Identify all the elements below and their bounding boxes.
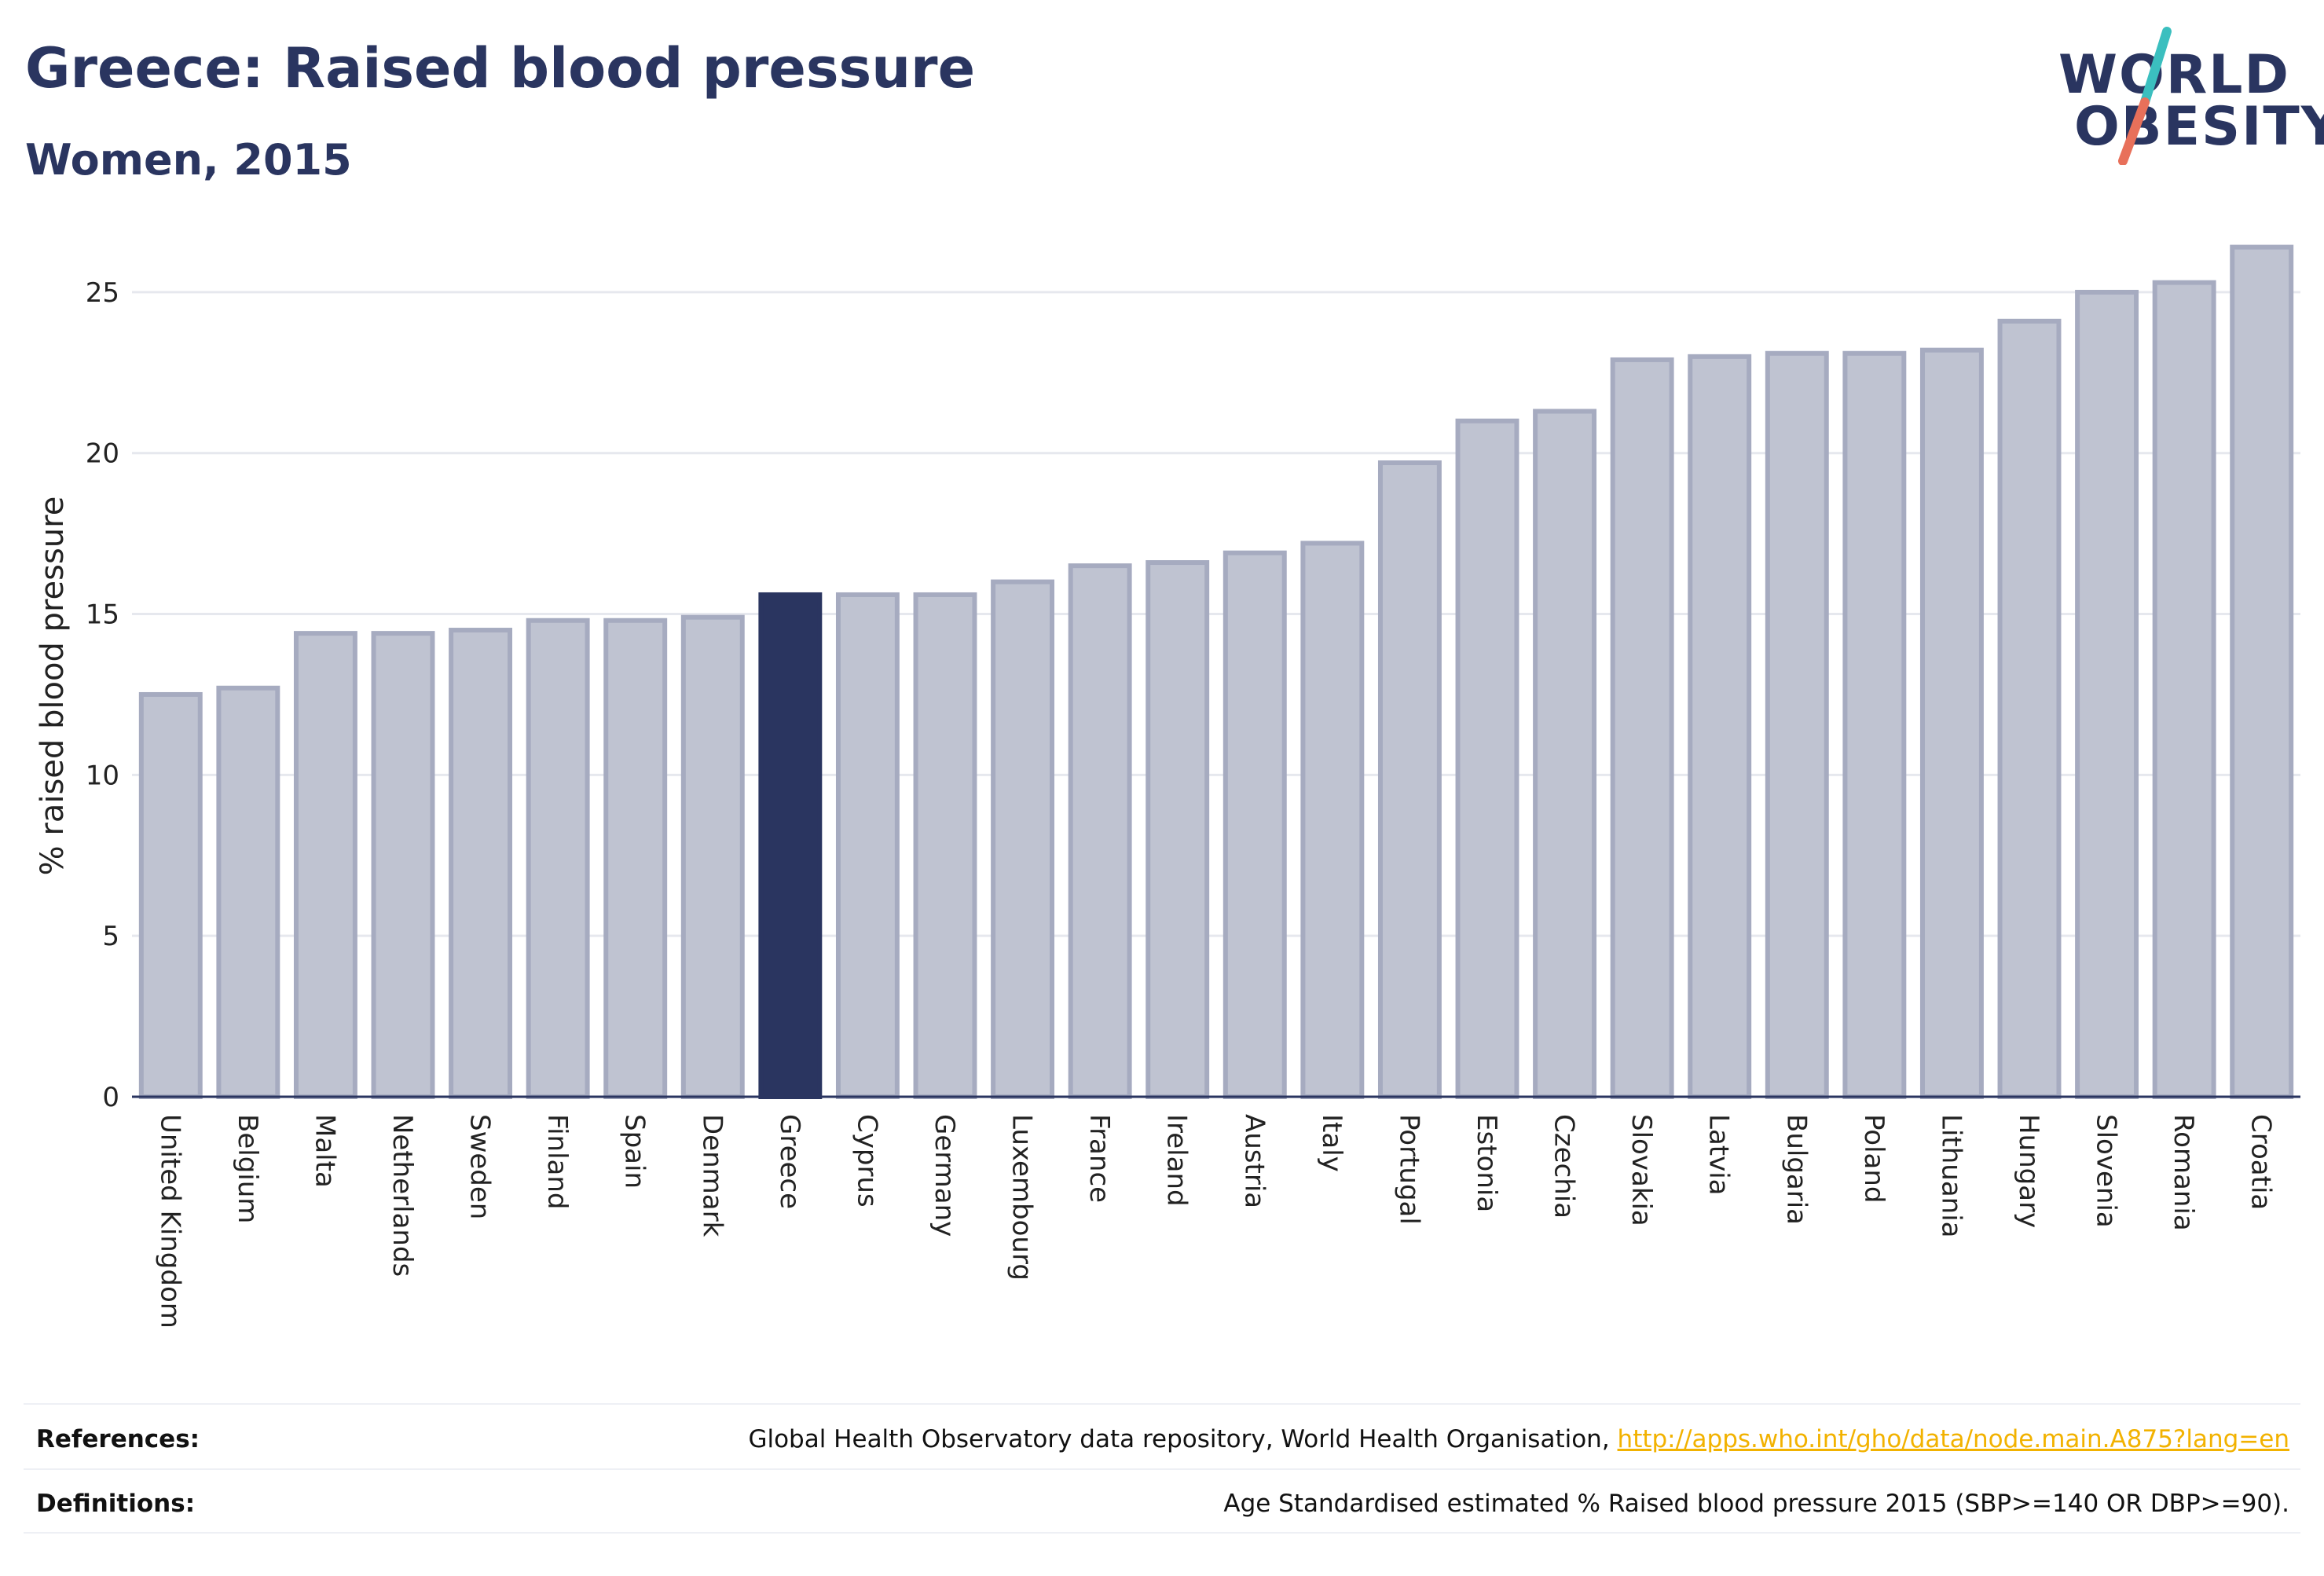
bar (1068, 563, 1132, 1100)
bar (2230, 244, 2294, 1100)
x-tick-label: Lithuania (1935, 1114, 1967, 1237)
logo-line-2: OBESITY (2074, 96, 2324, 158)
bar (835, 592, 900, 1099)
x-tick-label: Slovakia (1626, 1114, 1657, 1226)
bar (449, 628, 513, 1099)
world-obesity-logo: WORLD OBESITY (2027, 24, 2324, 165)
x-tick-label: Denmark (696, 1114, 728, 1237)
bar (138, 691, 203, 1099)
chart-subtitle: Women, 2015 (25, 135, 352, 185)
bar (216, 685, 280, 1099)
x-tick-label: Latvia (1703, 1114, 1735, 1196)
x-tick-label: United Kingdom (154, 1114, 185, 1329)
references-text: Global Health Observatory data repositor… (748, 1425, 2289, 1453)
x-tick-label: Belgium (232, 1114, 263, 1223)
bar (526, 618, 590, 1099)
x-tick-label: Spain (619, 1114, 651, 1189)
y-tick-label: 5 (102, 921, 119, 952)
x-tick-label: Romania (2168, 1114, 2199, 1231)
logo-slash-icon (2118, 27, 2172, 165)
bar (991, 579, 1055, 1099)
bar (1533, 409, 1597, 1099)
x-tick-label: Cyprus (851, 1114, 882, 1208)
bar (1919, 347, 1984, 1100)
logo-line-1: WORLD (2058, 44, 2290, 106)
x-tick-label: Italy (1316, 1114, 1347, 1172)
x-tick-label: Estonia (1471, 1114, 1502, 1212)
footer-divider-bottom (24, 1532, 2300, 1534)
bar-chart: 0 5 10 15 20 25 % raised blood pressure United … (35, 244, 2300, 1329)
bar (2075, 289, 2139, 1100)
x-tick-label: Netherlands (387, 1114, 418, 1277)
x-tick-label: Malta (309, 1114, 340, 1188)
bar (1146, 560, 1210, 1099)
x-tick-label: Austria (1238, 1114, 1270, 1208)
bar (603, 618, 668, 1099)
bar-highlight (758, 592, 823, 1099)
x-tick-label: Portugal (1393, 1114, 1424, 1225)
x-tick-label: Slovenia (2091, 1114, 2122, 1228)
definitions-label: Definitions: (36, 1490, 196, 1518)
x-tick-label: Greece (774, 1114, 805, 1209)
bar (1222, 550, 1287, 1099)
x-tick-label: Sweden (464, 1114, 496, 1219)
bar (2152, 280, 2216, 1099)
references-link[interactable]: http://apps.who.int/gho/data/node.main.A… (1617, 1425, 2289, 1453)
y-axis-title: % raised blood pressure (35, 497, 71, 876)
bar (1455, 418, 1519, 1099)
y-tick-label: 15 (86, 599, 119, 631)
references-label: References: (36, 1425, 200, 1453)
x-tick-label: Germany (929, 1114, 960, 1237)
chart-title: Greece: Raised blood pressure (25, 36, 976, 101)
footer-divider-middle (24, 1468, 2300, 1470)
x-tick-label: Hungary (2013, 1114, 2044, 1228)
bar (1377, 460, 1442, 1100)
bar (293, 631, 357, 1099)
bar (680, 614, 745, 1099)
x-tick-label: Bulgaria (1780, 1114, 1812, 1225)
y-tick-label: 20 (86, 438, 119, 470)
x-tick-label: France (1083, 1114, 1115, 1203)
y-tick-label: 0 (102, 1082, 119, 1113)
y-tick-label: 25 (86, 277, 119, 309)
bar (1688, 354, 1752, 1099)
bar (1300, 541, 1365, 1100)
bar (1765, 350, 1829, 1099)
x-tick-label: Ireland (1161, 1114, 1193, 1207)
footer-divider-top (24, 1403, 2300, 1405)
references-source: Global Health Observatory data repositor… (748, 1425, 1618, 1453)
x-tick-label: Luxembourg (1006, 1114, 1038, 1281)
bar (913, 592, 977, 1099)
bar (1610, 357, 1674, 1100)
x-tick-label: Finland (541, 1114, 573, 1210)
bar (371, 631, 435, 1099)
y-tick-label: 10 (86, 760, 119, 791)
x-tick-label: Czechia (1549, 1114, 1580, 1219)
bar (1997, 318, 2062, 1099)
definitions-text: Age Standardised estimated % Raised bloo… (1223, 1490, 2289, 1518)
x-tick-label: Croatia (2245, 1114, 2277, 1210)
bar (1842, 350, 1907, 1099)
x-tick-label: Poland (1858, 1114, 1890, 1204)
